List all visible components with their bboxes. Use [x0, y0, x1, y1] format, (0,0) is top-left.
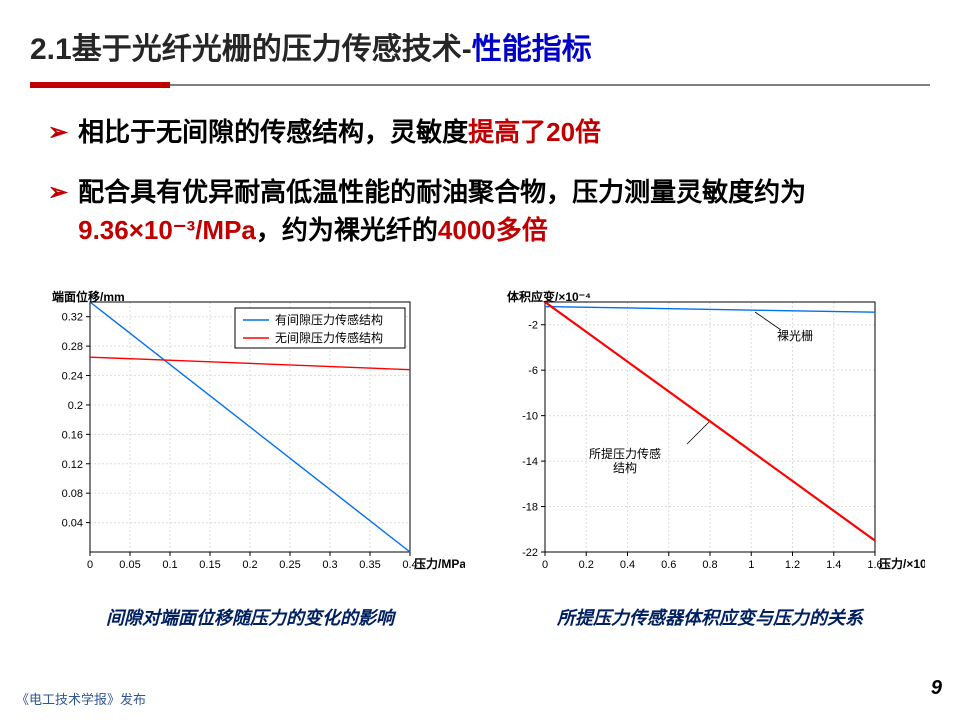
svg-text:1.2: 1.2: [785, 559, 800, 571]
title-underline-line: [170, 84, 930, 86]
chart-2-caption: 所提压力传感器体积应变与压力的关系: [557, 604, 863, 630]
page-number: 9: [931, 677, 942, 700]
bullet-text: 配合具有优异耐高低温性能的耐油聚合物，压力测量灵敏度约为9.36×10⁻³/MP…: [78, 174, 912, 249]
svg-text:0.08: 0.08: [62, 488, 83, 500]
svg-text:1.4: 1.4: [826, 559, 841, 571]
title-prefix: 2.1基于光纤光栅的压力传感技术-: [30, 33, 472, 66]
bullet-item: ➢ 配合具有优异耐高低温性能的耐油聚合物，压力测量灵敏度约为9.36×10⁻³/M…: [48, 174, 912, 249]
svg-text:0.1: 0.1: [162, 559, 177, 571]
svg-text:0.15: 0.15: [199, 559, 220, 571]
svg-text:0.28: 0.28: [62, 341, 83, 353]
svg-text:体积应变/×10⁻⁴: 体积应变/×10⁻⁴: [507, 290, 591, 304]
svg-text:-22: -22: [522, 547, 538, 559]
svg-text:0.4: 0.4: [620, 559, 635, 571]
svg-text:0.25: 0.25: [279, 559, 300, 571]
svg-text:0.16: 0.16: [62, 429, 83, 441]
svg-text:-18: -18: [522, 502, 538, 514]
svg-text:所提压力传感: 所提压力传感: [589, 446, 661, 461]
svg-text:结构: 结构: [613, 460, 637, 475]
svg-text:0.2: 0.2: [579, 559, 594, 571]
chart-1-wrap: 00.050.10.150.20.250.30.350.40.040.080.1…: [35, 290, 465, 630]
title-underline: [30, 82, 930, 88]
svg-text:0.32: 0.32: [62, 312, 83, 324]
svg-text:裸光栅: 裸光栅: [777, 328, 813, 343]
footer-publication: 《电工技术学报》发布: [16, 689, 146, 708]
svg-text:0.6: 0.6: [661, 559, 676, 571]
svg-text:0.04: 0.04: [62, 518, 83, 530]
svg-text:0.24: 0.24: [62, 371, 83, 383]
title-underline-accent: [30, 82, 170, 88]
chart-2: 00.20.40.60.811.21.41.6-22-18-14-10-6-2体…: [495, 290, 925, 590]
svg-text:-6: -6: [528, 365, 538, 377]
slide-title: 2.1基于光纤光栅的压力传感技术-性能指标: [30, 24, 592, 68]
svg-text:端面位移/mm: 端面位移/mm: [52, 290, 125, 304]
bullet-text: 相比于无间隙的传感结构，灵敏度提高了20倍: [78, 114, 601, 152]
svg-text:压力/×10⁶Pa: 压力/×10⁶Pa: [879, 556, 925, 571]
bullet-item: ➢ 相比于无间隙的传感结构，灵敏度提高了20倍: [48, 114, 912, 152]
svg-text:有间隙压力传感结构: 有间隙压力传感结构: [275, 312, 383, 327]
svg-text:压力/MPa: 压力/MPa: [414, 556, 465, 571]
svg-text:0.35: 0.35: [359, 559, 380, 571]
bullet-arrow-icon: ➢: [48, 174, 68, 212]
svg-text:0: 0: [542, 559, 548, 571]
svg-text:0.2: 0.2: [242, 559, 257, 571]
svg-text:0.8: 0.8: [702, 559, 717, 571]
chart-2-wrap: 00.20.40.60.811.21.41.6-22-18-14-10-6-2体…: [495, 290, 925, 630]
svg-text:-14: -14: [522, 456, 538, 468]
chart-1-caption: 间隙对端面位移随压力的变化的影响: [106, 604, 394, 630]
svg-text:0.12: 0.12: [62, 459, 83, 471]
svg-text:0.3: 0.3: [322, 559, 337, 571]
svg-text:-10: -10: [522, 411, 538, 423]
bullet-list: ➢ 相比于无间隙的传感结构，灵敏度提高了20倍 ➢ 配合具有优异耐高低温性能的耐油聚合…: [48, 114, 912, 272]
svg-text:0.2: 0.2: [68, 400, 83, 412]
svg-text:0.05: 0.05: [119, 559, 140, 571]
svg-text:1: 1: [748, 559, 754, 571]
slide: 2.1基于光纤光栅的压力传感技术-性能指标 ➢ 相比于无间隙的传感结构，灵敏度提高…: [0, 0, 960, 720]
svg-text:0: 0: [87, 559, 93, 571]
chart-1: 00.050.10.150.20.250.30.350.40.040.080.1…: [35, 290, 465, 590]
title-highlight: 性能指标: [472, 33, 592, 66]
svg-text:无间隙压力传感结构: 无间隙压力传感结构: [275, 330, 383, 345]
svg-text:-2: -2: [528, 320, 538, 332]
charts-row: 0 0.05 0.1 0.15 0.2 0.25 0.3 0.35 0.4 0.04 0.08 0.1…: [28, 290, 932, 630]
bullet-arrow-icon: ➢: [48, 114, 68, 152]
